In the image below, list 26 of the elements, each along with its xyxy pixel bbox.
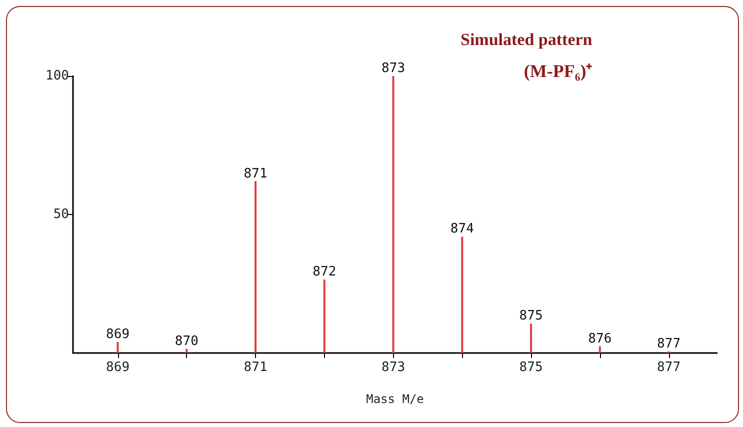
x-tick-label: 873 (382, 360, 406, 375)
bar (392, 76, 394, 353)
annotation: 871 (244, 166, 268, 182)
y-tick-label: 100 (46, 68, 69, 84)
annotation: 872 (312, 264, 336, 280)
chart-title: Simulated pattern (460, 30, 593, 49)
annotation: 869 (106, 326, 130, 342)
annotation: 870 (174, 334, 198, 349)
bar (116, 342, 119, 353)
annotation: 873 (382, 61, 406, 76)
x-tick-label: 869 (106, 360, 130, 375)
chart-subtitle: (M-PF₆)⁺ (524, 61, 592, 81)
y-tick-label: 50 (53, 207, 69, 222)
annotation: 875 (519, 308, 543, 324)
x-tick-label: 871 (244, 360, 268, 375)
bar (323, 280, 326, 353)
bar (186, 348, 188, 353)
bar (598, 346, 601, 353)
annotation: 877 (657, 336, 681, 352)
annotation: 874 (450, 222, 474, 237)
bar (530, 324, 532, 353)
x-tick-label: 875 (519, 360, 543, 375)
annotation: 876 (588, 331, 612, 346)
x-tick-label: 877 (657, 360, 681, 375)
x-axis-title: Mass M/e (366, 392, 424, 406)
bar (461, 236, 464, 353)
